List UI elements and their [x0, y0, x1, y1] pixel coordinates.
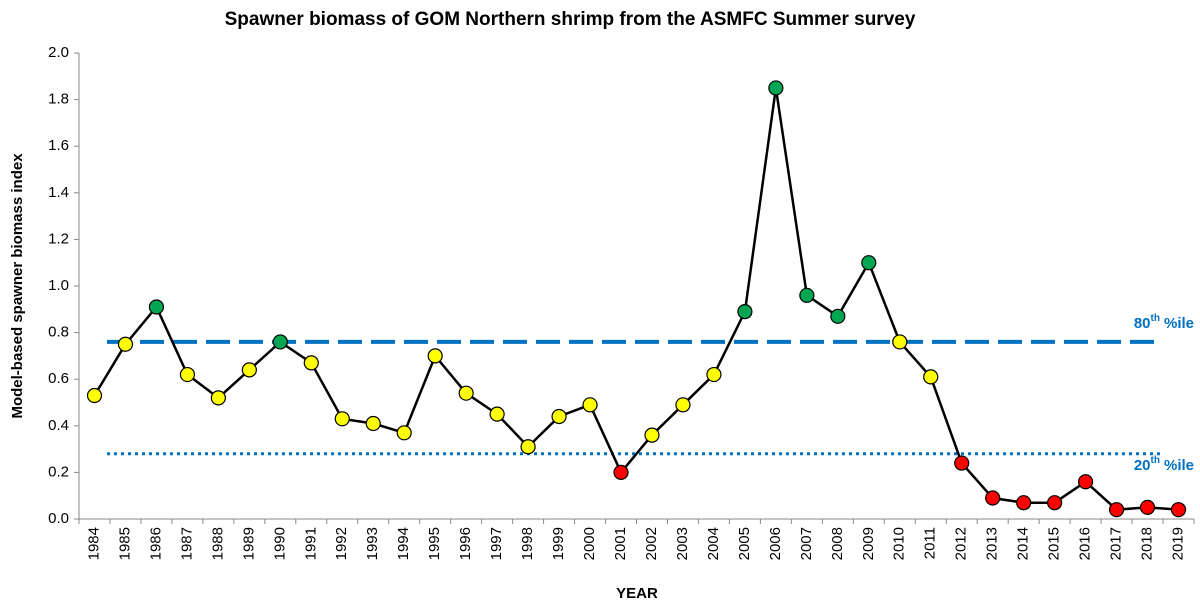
x-tick-label: 1989: [240, 527, 257, 560]
x-tick-label: 2013: [984, 527, 1001, 560]
x-tick-label: 1995: [426, 527, 443, 560]
data-point: [923, 369, 939, 385]
x-tick-label: 2018: [1139, 527, 1156, 560]
data-point: [954, 455, 970, 471]
y-tick-label: 1.8: [48, 91, 69, 108]
x-tick-label: 2006: [767, 527, 784, 560]
data-point: [892, 334, 908, 350]
y-tick-label: 0.4: [48, 417, 69, 434]
x-tick-label: 1987: [178, 527, 195, 560]
x-tick-label: 1996: [457, 527, 474, 560]
reference-label: 20th %ile: [1134, 454, 1194, 473]
x-tick-label: 2005: [736, 527, 753, 560]
x-tick-label: 1999: [550, 527, 567, 560]
reference-label-number: 20: [1134, 457, 1151, 474]
data-point: [1108, 502, 1125, 518]
x-axis-label: YEAR: [616, 585, 658, 602]
x-tick-label: 2017: [1108, 527, 1125, 560]
x-tick-label: 2012: [953, 527, 970, 560]
x-tick-label: 1992: [333, 527, 350, 560]
x-tick-label: 2000: [581, 527, 598, 560]
x-tick-label: 2001: [612, 527, 629, 560]
y-tick-label: 0.8: [48, 324, 69, 341]
reference-label-suffix: %ile: [1164, 457, 1194, 474]
x-tick-label: 2019: [1169, 527, 1186, 560]
data-point: [1077, 474, 1094, 490]
data-point: [334, 411, 350, 427]
data-point: [582, 397, 598, 413]
data-point: [117, 336, 134, 352]
y-tick-label: 2.0: [48, 44, 69, 61]
reference-label-sup: th: [1151, 454, 1160, 465]
data-line: [93, 87, 1179, 511]
data-point: [365, 415, 381, 432]
data-point: [241, 362, 257, 378]
y-tick-label: 1.6: [48, 137, 69, 154]
chart-title: Spawner biomass of GOM Northern shrimp f…: [225, 9, 916, 30]
x-tick-label: 2004: [705, 527, 722, 560]
x-tick-label: 1991: [302, 527, 319, 560]
data-point: [551, 408, 567, 425]
x-tick-label: 1998: [519, 527, 536, 560]
reference-label-sup: th: [1151, 313, 1160, 324]
data-point: [458, 385, 474, 401]
data-point: [1047, 495, 1063, 511]
y-tick-label: 1.2: [48, 230, 69, 247]
y-axis-label: Model-based spawner biomass index: [9, 153, 26, 419]
x-tick-label: 1988: [209, 527, 226, 560]
y-tick-label: 0.2: [48, 463, 69, 480]
data-point: [861, 255, 877, 271]
data-point: [148, 299, 165, 315]
data-point: [396, 425, 412, 441]
data-point: [489, 406, 505, 422]
x-tick-label: 2002: [643, 527, 660, 560]
data-point: [427, 348, 443, 364]
data-point: [737, 304, 753, 320]
y-tick-label: 1.0: [48, 277, 69, 294]
x-tick-label: 1986: [147, 527, 164, 560]
x-tick-label: 2015: [1046, 527, 1063, 560]
x-tick-label: 1984: [85, 527, 102, 560]
x-tick-label: 2010: [891, 527, 908, 560]
data-point: [706, 366, 722, 383]
data-point: [210, 390, 226, 406]
y-tick-label: 0.6: [48, 370, 69, 387]
data-point: [1170, 502, 1187, 518]
x-tick-label: 1994: [395, 527, 412, 560]
x-tick-label: 1990: [271, 527, 288, 560]
data-point: [799, 287, 815, 303]
x-tick-label: 2009: [860, 527, 877, 560]
x-tick-label: 2003: [674, 527, 691, 560]
data-point: [675, 397, 691, 413]
x-tick-label: 1993: [364, 527, 381, 560]
data-point: [644, 427, 660, 443]
y-tick-label: 0.0: [48, 510, 69, 527]
data-point: [86, 387, 103, 404]
x-tick-label: 2008: [829, 527, 846, 560]
data-point: [985, 490, 1001, 506]
data-point: [613, 464, 629, 480]
y-tick-label: 1.4: [48, 184, 69, 201]
x-tick-label: 2011: [922, 527, 939, 559]
data-point: [303, 355, 319, 371]
reference-label-suffix: %ile: [1164, 315, 1194, 332]
data-point: [520, 439, 536, 455]
data-point: [179, 366, 196, 383]
x-tick-label: 2014: [1015, 527, 1032, 560]
data-point: [830, 308, 846, 324]
data-point: [272, 334, 288, 350]
data-point: [768, 80, 784, 96]
x-tick-label: 1985: [116, 527, 133, 560]
x-tick-label: 2016: [1077, 527, 1094, 560]
x-tick-label: 2007: [798, 527, 815, 560]
reference-label: 80th %ile: [1134, 313, 1194, 332]
reference-label-number: 80: [1134, 315, 1151, 332]
x-tick-label: 1997: [488, 527, 505, 560]
data-point: [1139, 499, 1156, 515]
data-point: [1016, 495, 1032, 511]
